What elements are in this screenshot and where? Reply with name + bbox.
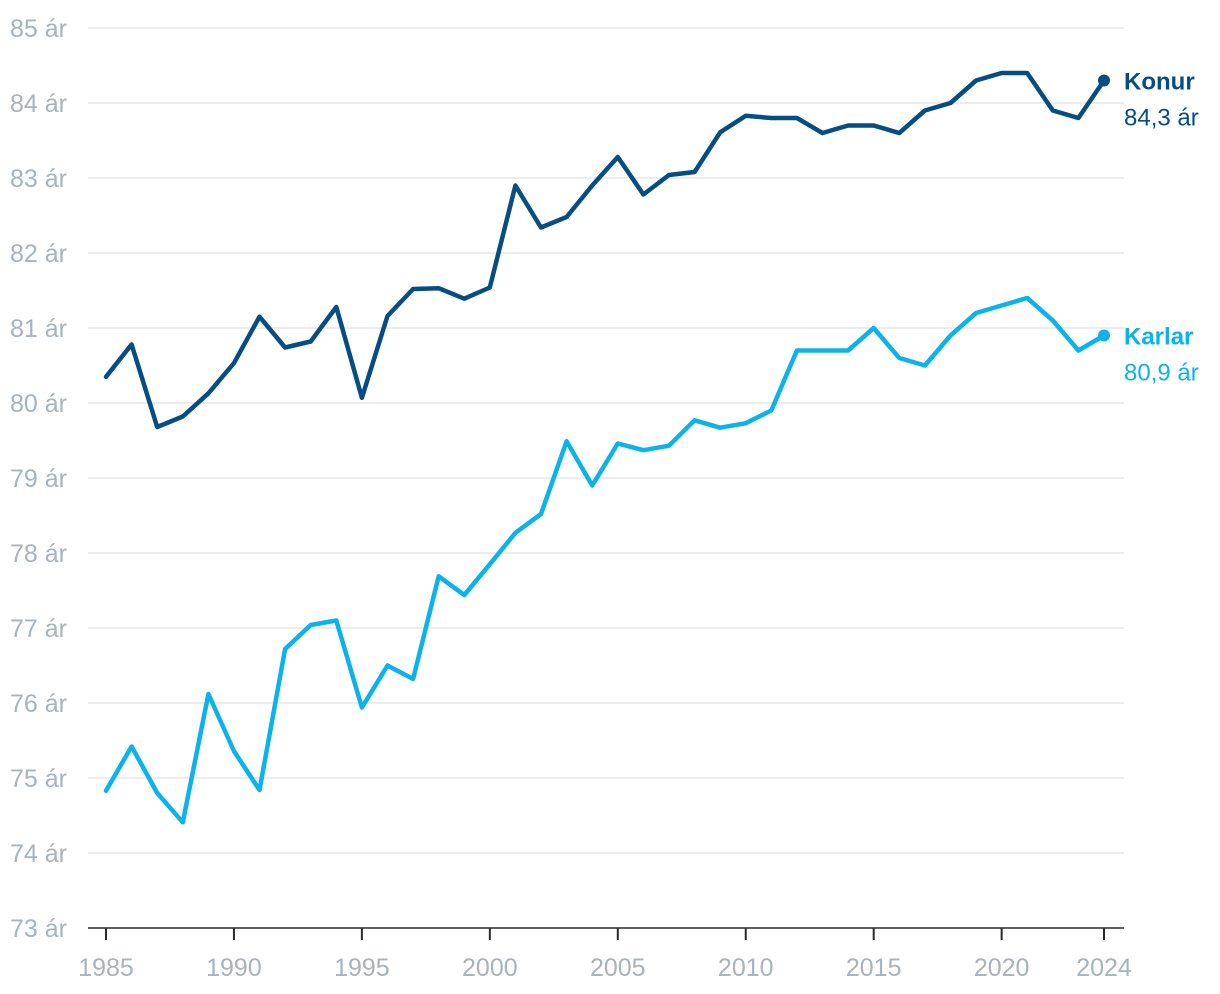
x-axis-tick-labels: 1985 1990 1995 2000 2005 2010 2015 2020 2024 — [78, 928, 1132, 982]
y-tick-label: 76 ár — [10, 690, 67, 718]
y-tick-label: 85 ár — [10, 15, 67, 43]
y-axis-tick-labels: 73 ár 74 ár 75 ár 76 ár 77 ár 78 ár 79 ár 80 ár… — [10, 15, 67, 943]
y-tick-label: 74 ár — [10, 840, 67, 868]
series-line-karlar — [103, 295, 1107, 825]
x-tick-label: 2010 — [718, 954, 774, 982]
series-end-value-karlar: 80,9 ár — [1124, 360, 1199, 387]
series-name-karlar: Karlar — [1124, 324, 1193, 351]
y-tick-label: 81 ár — [10, 315, 67, 343]
series-line-konur — [103, 70, 1107, 430]
y-tick-label: 78 ár — [10, 540, 67, 568]
series-end-labels: Konur 84,3 ár Karlar 80,9 ár — [1124, 69, 1199, 387]
y-tick-label: 79 ár — [10, 465, 67, 493]
y-tick-label: 77 ár — [10, 615, 67, 643]
x-tick-label: 2015 — [846, 954, 902, 982]
series-name-konur: Konur — [1124, 69, 1195, 96]
x-tick-label: 1990 — [206, 954, 262, 982]
x-tick-label: 2000 — [462, 954, 518, 982]
series-end-value-konur: 84,3 ár — [1124, 105, 1199, 132]
series-lines — [103, 70, 1110, 825]
y-tick-label: 82 ár — [10, 240, 67, 268]
x-tick-label: 2005 — [590, 954, 646, 982]
y-tick-label: 80 ár — [10, 390, 67, 418]
y-tick-label: 73 ár — [10, 915, 67, 943]
y-tick-label: 84 ár — [10, 90, 67, 118]
gridlines — [88, 27, 1124, 854]
y-tick-label: 75 ár — [10, 765, 67, 793]
x-tick-label: 1985 — [78, 954, 134, 982]
y-tick-label: 83 ár — [10, 165, 67, 193]
x-tick-label: 2024 — [1076, 954, 1132, 982]
x-tick-label: 2020 — [974, 954, 1030, 982]
x-tick-label: 1995 — [334, 954, 390, 982]
end-point-konur — [1098, 74, 1110, 87]
end-point-karlar — [1098, 329, 1110, 342]
